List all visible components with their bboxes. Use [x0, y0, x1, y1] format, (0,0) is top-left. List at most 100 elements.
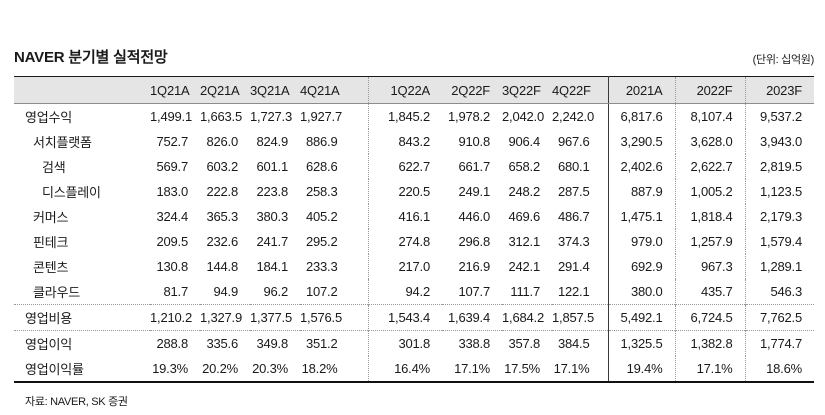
row-label: 콘텐츠: [33, 260, 69, 275]
value-cell: 122.1: [557, 284, 590, 299]
value-cell: 1,927.7: [300, 109, 342, 124]
column-header: 4Q21A: [300, 76, 368, 104]
value-cell: 130.8: [156, 259, 188, 274]
row-label-column-header: [14, 76, 150, 104]
title-row: NAVER 분기별 실적전망 (단위: 십억원): [14, 46, 814, 67]
column-header: 4Q22F: [552, 76, 608, 104]
value-cell: 1,210.2: [150, 304, 200, 331]
row-label: 영업이익률: [25, 362, 84, 377]
value-cell: 291.4: [557, 259, 590, 274]
row-label: 디스플레이: [42, 185, 101, 200]
value-cell: 9,537.2: [744, 103, 814, 129]
value-cell: 233.3: [305, 259, 338, 274]
value-cell: 752.7: [156, 134, 188, 149]
value-cell: 486.7: [557, 209, 590, 224]
value-cell: 6,724.5: [674, 304, 745, 331]
column-header: 3Q22F: [502, 76, 552, 104]
value-cell: 1,005.2: [674, 179, 745, 204]
value-cell: 19.3%: [152, 361, 188, 376]
value-cell: 209.5: [156, 234, 188, 249]
unit-label: (단위: 십억원): [752, 54, 815, 66]
value-cell: 349.8: [250, 330, 300, 356]
value-cell: 979.0: [607, 229, 675, 254]
value-cell: 2,179.3: [744, 204, 814, 229]
value-cell: 335.6: [200, 330, 250, 356]
value-cell: 20.2%: [202, 361, 238, 376]
value-cell: 469.6: [508, 209, 540, 224]
value-cell: 824.9: [256, 134, 288, 149]
value-cell: 17.1%: [674, 356, 745, 382]
value-cell: 380.0: [607, 279, 675, 305]
column-header: 2023F: [744, 76, 814, 104]
value-cell: 223.8: [256, 184, 288, 199]
value-cell: 826.0: [206, 134, 238, 149]
value-cell: 1,382.8: [674, 330, 745, 356]
row-label: 서치플랫폼: [33, 135, 92, 150]
value-cell: 81.7: [163, 284, 188, 299]
value-cell: 1,475.1: [607, 204, 675, 229]
table-header-row: 1Q21A 2Q21A 3Q21A 4Q21A 1Q22A 2Q22F 3Q22F 4Q22F…: [14, 76, 814, 104]
value-cell: 2,242.0: [552, 109, 594, 124]
value-cell: 5,492.1: [607, 304, 675, 331]
row-label: 클라우드: [33, 285, 81, 300]
value-cell: 7,762.5: [744, 304, 814, 331]
value-cell: 107.7: [458, 284, 490, 299]
value-cell: 692.9: [607, 254, 675, 279]
table-row: 디스플레이 183.0 222.8 223.8 258.3 220.5 249.1 248.2…: [14, 179, 814, 204]
value-cell: 680.1: [557, 159, 590, 174]
value-cell: 295.2: [305, 234, 338, 249]
value-cell: 107.2: [305, 284, 338, 299]
value-cell: 96.2: [263, 284, 288, 299]
table-row: 영업이익률 19.3% 20.2% 20.3% 18.2% 16.4% 17.1% 17.5%…: [14, 356, 814, 382]
value-cell: 1,978.2: [448, 109, 490, 124]
value-cell: 435.7: [674, 279, 745, 305]
value-cell: 351.2: [300, 330, 368, 356]
column-header: 2022F: [674, 76, 745, 104]
value-cell: 17.1%: [553, 361, 590, 376]
table-body: 영업수익 1,499.1 1,663.5 1,727.3 1,927.7 1,845.2 1…: [14, 103, 814, 382]
table-row: 영업비용 1,210.2 1,327.9 1,377.5 1,576.5 1,543.4 1…: [14, 304, 814, 331]
value-cell: 374.3: [557, 234, 590, 249]
column-header: 2Q21A: [200, 76, 250, 104]
page-title: NAVER 분기별 실적전망: [14, 49, 168, 66]
value-cell: 910.8: [458, 134, 490, 149]
value-cell: 232.6: [206, 234, 238, 249]
value-cell: 887.9: [607, 179, 675, 204]
value-cell: 603.2: [206, 159, 238, 174]
value-cell: 1,576.5: [300, 304, 368, 331]
value-cell: 301.8: [367, 330, 442, 356]
value-cell: 249.1: [458, 184, 490, 199]
row-label: 영업이익: [14, 330, 150, 356]
value-cell: 324.4: [156, 209, 188, 224]
value-cell: 3,943.0: [744, 129, 814, 154]
value-cell: 446.0: [458, 209, 490, 224]
value-cell: 1,543.4: [367, 304, 442, 331]
value-cell: 405.2: [305, 209, 338, 224]
table-row: 클라우드 81.7 94.9 96.2 107.2 94.2 107.7 111.7 122.1…: [14, 279, 814, 305]
value-cell: 241.7: [256, 234, 288, 249]
column-header: 1Q22A: [367, 76, 442, 104]
value-cell: 222.8: [206, 184, 238, 199]
row-label: 핀테크: [33, 235, 69, 250]
value-cell: 2,622.7: [674, 154, 745, 179]
value-cell: 17.1%: [454, 361, 490, 376]
table-row: 콘텐츠 130.8 144.8 184.1 233.3 217.0 216.9 242.1 29…: [14, 254, 814, 279]
value-cell: 94.9: [213, 284, 238, 299]
value-cell: 1,774.7: [744, 330, 814, 356]
value-cell: 18.2%: [301, 361, 338, 376]
value-cell: 111.7: [510, 284, 540, 299]
value-cell: 1,818.4: [674, 204, 745, 229]
value-cell: 1,325.5: [607, 330, 675, 356]
value-cell: 248.2: [508, 184, 540, 199]
table-row: 커머스 324.4 365.3 380.3 405.2 416.1 446.0 469.6 48…: [14, 204, 814, 229]
value-cell: 2,819.5: [744, 154, 814, 179]
value-cell: 886.9: [305, 134, 338, 149]
column-header: 2021A: [607, 76, 675, 104]
value-cell: 1,123.5: [744, 179, 814, 204]
value-cell: 17.5%: [504, 361, 540, 376]
value-cell: 384.5: [552, 330, 608, 356]
value-cell: 1,663.5: [200, 109, 242, 124]
value-cell: 906.4: [508, 134, 540, 149]
value-cell: 843.2: [367, 129, 442, 154]
value-cell: 184.1: [256, 259, 288, 274]
